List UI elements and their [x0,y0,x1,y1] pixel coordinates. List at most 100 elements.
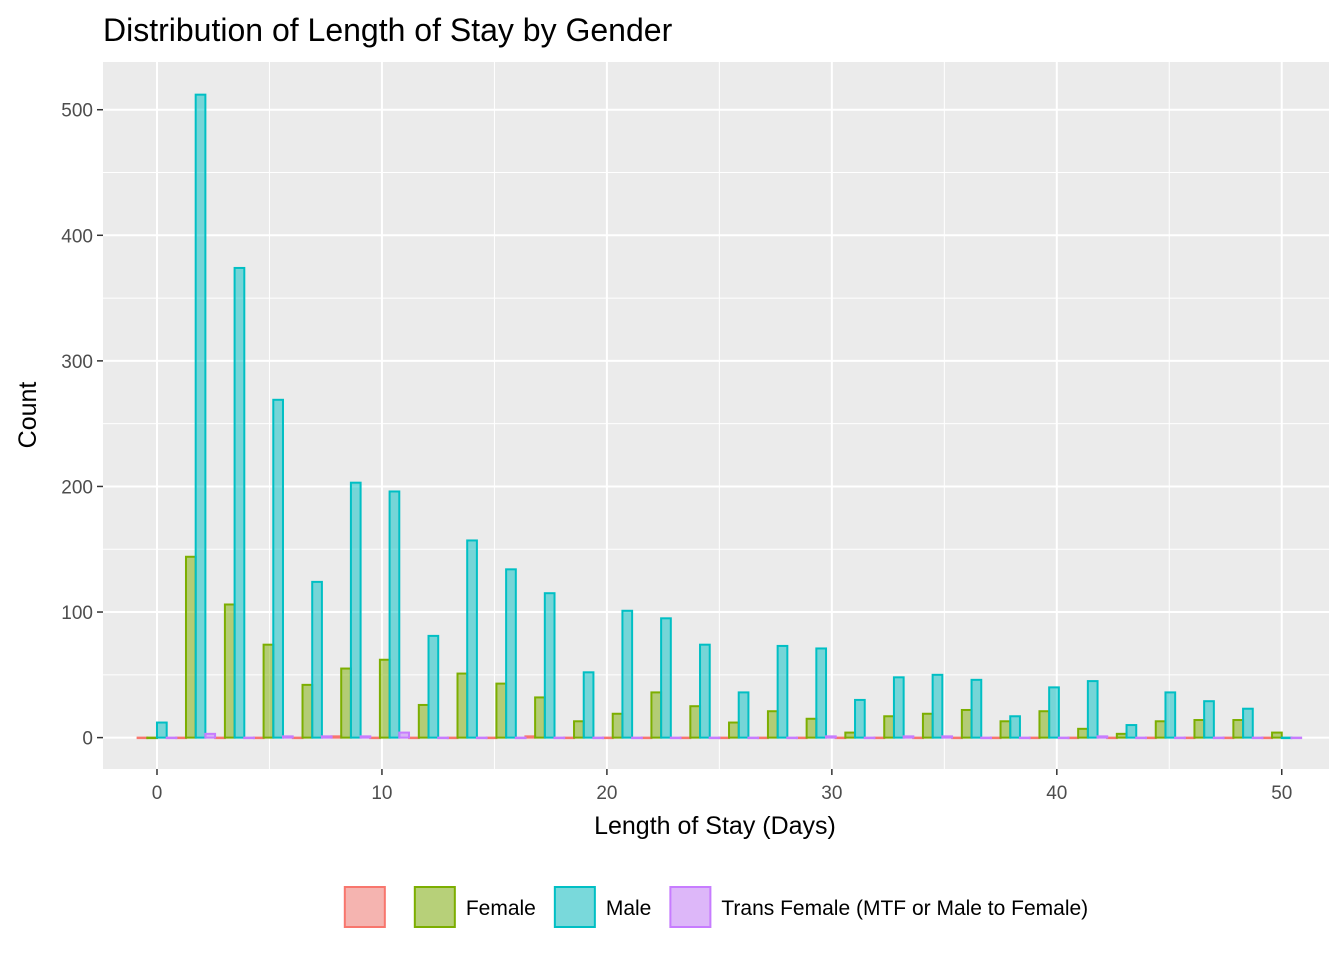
bar-unlabeled-bin-12 [602,736,614,740]
y-tick-label: 500 [61,101,93,122]
bar-female-bin-25 [1115,732,1128,739]
bar-female-bin-0 [146,736,158,740]
bar-male-bin-21 [970,678,983,739]
bar-female-bin-8 [456,672,469,739]
bar-male-bin-24 [1086,680,1099,739]
bar-female-bin-22 [999,720,1012,739]
y-axis-title: Count [14,382,42,449]
bar-male-bin-15 [737,691,750,739]
legend-swatch-female [413,886,456,928]
bar-male-bin-27 [1203,700,1215,739]
bar-unlabeled-bin-11 [563,736,576,740]
bar-unlabeled-bin-29 [1261,736,1274,740]
bar-female-bin-18 [844,731,857,739]
bar-female-bin-9 [495,682,508,739]
bar-male-bin-5 [349,481,362,739]
bar-trans-female-mtf-or-male-to-female-bin-21 [980,736,992,740]
bar-trans-female-mtf-or-male-to-female-bin-19 [902,735,915,739]
bar-unlabeled-bin-23 [1028,736,1041,740]
bar-female-bin-21 [960,708,973,739]
bar-trans-female-mtf-or-male-to-female-bin-17 [825,735,837,739]
bar-female-bin-29 [1271,731,1283,739]
bar-male-bin-6 [388,490,401,739]
bar-unlabeled-bin-14 [679,736,692,740]
bar-trans-female-mtf-or-male-to-female-bin-13 [669,736,682,740]
bar-unlabeled-bin-3 [252,736,265,740]
y-tick-label: 400 [61,226,93,247]
bar-trans-female-mtf-or-male-to-female-bin-26 [1174,736,1186,740]
bar-unlabeled-bin-8 [446,736,459,740]
legend-swatch-trans-female-mtf-or-male-to-female [669,886,712,928]
bar-unlabeled-bin-9 [485,736,498,740]
bar-unlabeled-bin-22 [989,736,1002,740]
bar-female-bin-13 [650,691,663,739]
bar-trans-female-mtf-or-male-to-female-bin-9 [514,736,527,740]
bar-unlabeled-bin-28 [1222,736,1235,740]
bar-trans-female-mtf-or-male-to-female-bin-2 [243,736,255,740]
bar-trans-female-mtf-or-male-to-female-bin-6 [398,731,410,739]
bar-trans-female-mtf-or-male-to-female-bin-7 [437,736,449,740]
bar-trans-female-mtf-or-male-to-female-bin-27 [1212,736,1225,740]
bar-male-bin-18 [854,698,866,739]
bar-trans-female-mtf-or-male-to-female-bin-25 [1135,736,1147,740]
bar-female-bin-24 [1077,727,1089,739]
bar-unlabeled-bin-2 [214,736,226,740]
bar-female-bin-19 [883,715,895,739]
bar-female-bin-27 [1193,719,1206,739]
bar-female-bin-5 [340,667,352,739]
legend-label-female: Female [466,897,536,920]
bar-unlabeled-bin-1 [175,736,187,740]
bar-male-bin-0 [155,721,168,739]
y-tick-label: 0 [82,729,93,750]
bar-female-bin-2 [223,603,236,739]
bar-male-bin-23 [1048,686,1060,739]
bar-trans-female-mtf-or-male-to-female-bin-16 [786,736,799,740]
bar-trans-female-mtf-or-male-to-female-bin-20 [941,735,954,739]
bars [136,93,1303,740]
bar-trans-female-mtf-or-male-to-female-bin-24 [1096,735,1109,739]
bar-male-bin-28 [1242,707,1254,739]
chart-title: Distribution of Length of Stay by Gender [103,12,673,48]
x-tick-label: 30 [821,783,842,804]
bar-trans-female-mtf-or-male-to-female-bin-11 [592,736,605,740]
bar-female-bin-4 [301,683,314,739]
bar-male-bin-1 [194,93,207,739]
bar-male-bin-3 [272,398,284,739]
bar-unlabeled-bin-6 [369,736,381,740]
bar-female-bin-20 [921,712,934,739]
y-axis: 0 100 200 300 400 500 [61,101,103,750]
x-tick-label: 10 [371,783,392,804]
legend-label-male: Male [606,897,652,920]
bar-unlabeled-bin-25 [1106,736,1118,740]
bar-unlabeled-bin-27 [1183,736,1196,740]
bar-male-bin-29 [1280,736,1293,740]
bar-unlabeled-bin-18 [834,736,847,740]
bar-female-bin-10 [534,696,546,739]
bar-trans-female-mtf-or-male-to-female-bin-1 [204,732,217,739]
bar-unlabeled-bin-4 [291,736,304,740]
x-tick-label: 0 [152,783,163,804]
bar-trans-female-mtf-or-male-to-female-bin-18 [863,736,876,740]
bar-male-bin-25 [1125,724,1138,739]
bar-unlabeled-bin-16 [757,736,769,740]
x-tick-label: 20 [596,783,617,804]
bar-trans-female-mtf-or-male-to-female-bin-8 [475,736,488,740]
bar-unlabeled-bin-17 [795,736,808,740]
y-tick-label: 200 [61,477,93,498]
bar-male-bin-10 [543,592,556,739]
bar-female-bin-6 [378,658,391,739]
bar-female-bin-17 [805,717,818,739]
bar-female-bin-26 [1154,720,1167,739]
bar-trans-female-mtf-or-male-to-female-bin-0 [165,736,178,740]
y-tick-label: 100 [61,603,93,624]
legend: Female Male Trans Female (MTF or Male to F… [343,886,1088,928]
bar-female-bin-23 [1038,710,1051,739]
bar-female-bin-14 [689,705,702,739]
legend-swatch-unlabeled [343,886,386,928]
bar-male-bin-17 [815,647,828,739]
bar-unlabeled-bin-26 [1145,736,1157,740]
bar-male-bin-2 [233,266,246,739]
bar-unlabeled-bin-10 [524,735,537,739]
x-axis-title: Length of Stay (Days) [594,812,836,840]
